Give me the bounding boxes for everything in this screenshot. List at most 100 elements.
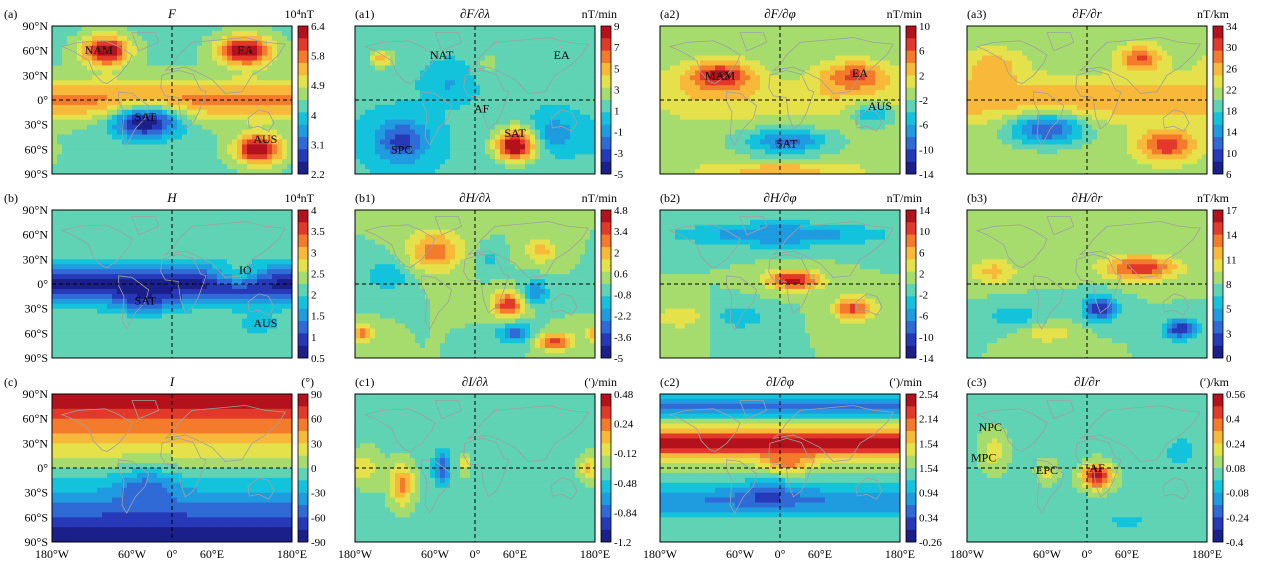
field-cell	[207, 119, 213, 126]
field-cell	[870, 134, 876, 140]
field-cell	[1027, 45, 1033, 52]
field-cell	[62, 139, 68, 145]
field-cell	[365, 144, 371, 150]
field-cell	[495, 134, 501, 140]
field-cell	[770, 139, 776, 145]
field-cell	[420, 159, 426, 165]
field-cell	[885, 129, 891, 135]
field-cell	[287, 26, 293, 32]
field-cell	[485, 60, 491, 66]
field-cell	[585, 70, 591, 76]
field-cell	[117, 65, 123, 71]
field-cell	[112, 164, 118, 170]
field-cell	[825, 90, 831, 96]
field-cell	[510, 139, 516, 145]
field-cell	[227, 50, 233, 56]
field-cell	[855, 40, 861, 47]
field-cell	[575, 154, 581, 160]
field-cell	[815, 119, 821, 126]
field-cell	[700, 26, 706, 32]
field-cell	[835, 144, 841, 150]
field-cell	[455, 60, 461, 66]
field-cell	[535, 159, 541, 165]
field-cell	[142, 104, 148, 111]
field-cell	[87, 104, 93, 111]
field-cell	[122, 104, 128, 111]
field-cell	[400, 30, 406, 37]
field-cell	[267, 50, 273, 56]
field-cell	[157, 159, 163, 165]
field-cell	[855, 109, 861, 116]
field-cell	[122, 45, 128, 52]
field-cell	[825, 114, 831, 121]
field-cell	[137, 154, 143, 160]
field-cell	[670, 90, 676, 96]
field-cell	[485, 75, 491, 81]
field-cell	[380, 100, 386, 106]
field-cell	[67, 55, 73, 61]
field-cell	[52, 50, 58, 56]
region-label: SAT	[504, 126, 526, 140]
field-cell	[67, 30, 73, 37]
field-cell	[162, 70, 168, 76]
field-cell	[222, 104, 228, 111]
field-cell	[545, 104, 551, 111]
field-cell	[375, 85, 381, 91]
field-cell	[242, 104, 248, 111]
field-cell	[237, 114, 243, 121]
panel-title: F	[167, 6, 177, 21]
field-cell	[745, 30, 751, 37]
field-cell	[162, 26, 168, 32]
field-cell	[137, 65, 143, 71]
field-cell	[162, 109, 168, 116]
field-cell	[500, 90, 506, 96]
field-cell	[520, 40, 526, 47]
field-cell	[52, 129, 58, 135]
field-cell	[147, 124, 153, 130]
field-cell	[410, 119, 416, 126]
field-cell	[257, 75, 263, 81]
field-cell	[227, 154, 233, 160]
field-cell	[262, 85, 268, 91]
field-cell	[380, 60, 386, 66]
field-cell	[580, 119, 586, 126]
field-cell	[1032, 30, 1038, 37]
field-cell	[147, 104, 153, 111]
field-cell	[122, 129, 128, 135]
field-cell	[1097, 75, 1103, 81]
field-cell	[375, 154, 381, 160]
field-cell	[485, 35, 491, 42]
field-cell	[780, 159, 786, 165]
field-cell	[982, 60, 988, 66]
field-cell	[177, 40, 183, 47]
field-cell	[415, 139, 421, 145]
field-cell	[262, 149, 268, 155]
field-cell	[755, 65, 761, 71]
field-cell	[192, 139, 198, 145]
field-cell	[395, 65, 401, 71]
field-cell	[152, 164, 158, 170]
field-cell	[82, 26, 88, 32]
field-cell	[1067, 70, 1073, 76]
field-cell	[785, 154, 791, 160]
field-cell	[112, 104, 118, 111]
field-cell	[435, 75, 441, 81]
field-cell	[390, 80, 396, 86]
field-cell	[162, 159, 168, 165]
field-cell	[182, 26, 188, 32]
field-cell	[77, 134, 83, 140]
field-cell	[575, 60, 581, 66]
field-cell	[137, 45, 143, 52]
field-cell	[800, 35, 806, 42]
field-cell	[217, 144, 223, 150]
field-cell	[460, 129, 466, 135]
field-cell	[850, 154, 856, 160]
field-cell	[755, 134, 761, 140]
field-cell	[1062, 26, 1068, 32]
field-cell	[890, 139, 896, 145]
field-cell	[1112, 55, 1118, 61]
field-cell	[167, 104, 173, 111]
field-cell	[72, 124, 78, 130]
field-cell	[885, 35, 891, 42]
field-cell	[1052, 40, 1058, 47]
